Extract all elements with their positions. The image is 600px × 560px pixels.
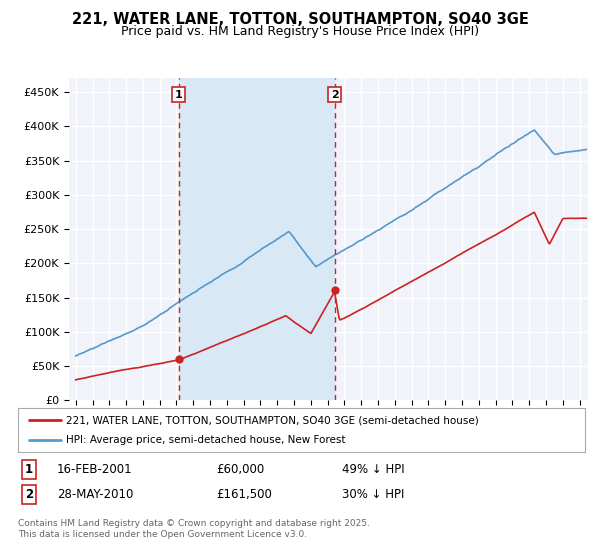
- Text: 49% ↓ HPI: 49% ↓ HPI: [342, 463, 404, 476]
- Text: Contains HM Land Registry data © Crown copyright and database right 2025.
This d: Contains HM Land Registry data © Crown c…: [18, 520, 370, 539]
- Text: 2: 2: [25, 488, 33, 501]
- Text: 221, WATER LANE, TOTTON, SOUTHAMPTON, SO40 3GE: 221, WATER LANE, TOTTON, SOUTHAMPTON, SO…: [71, 12, 529, 27]
- Text: 28-MAY-2010: 28-MAY-2010: [57, 488, 133, 501]
- Text: 1: 1: [175, 90, 182, 100]
- Text: Price paid vs. HM Land Registry's House Price Index (HPI): Price paid vs. HM Land Registry's House …: [121, 25, 479, 38]
- Bar: [179, 78, 335, 400]
- Text: 2: 2: [331, 90, 338, 100]
- Text: 1: 1: [25, 463, 33, 476]
- Text: 16-FEB-2001: 16-FEB-2001: [57, 463, 133, 476]
- Text: £161,500: £161,500: [216, 488, 272, 501]
- Text: 221, WATER LANE, TOTTON, SOUTHAMPTON, SO40 3GE (semi-detached house): 221, WATER LANE, TOTTON, SOUTHAMPTON, SO…: [66, 415, 479, 425]
- Text: £60,000: £60,000: [216, 463, 264, 476]
- Text: 30% ↓ HPI: 30% ↓ HPI: [342, 488, 404, 501]
- Text: HPI: Average price, semi-detached house, New Forest: HPI: Average price, semi-detached house,…: [66, 435, 346, 445]
